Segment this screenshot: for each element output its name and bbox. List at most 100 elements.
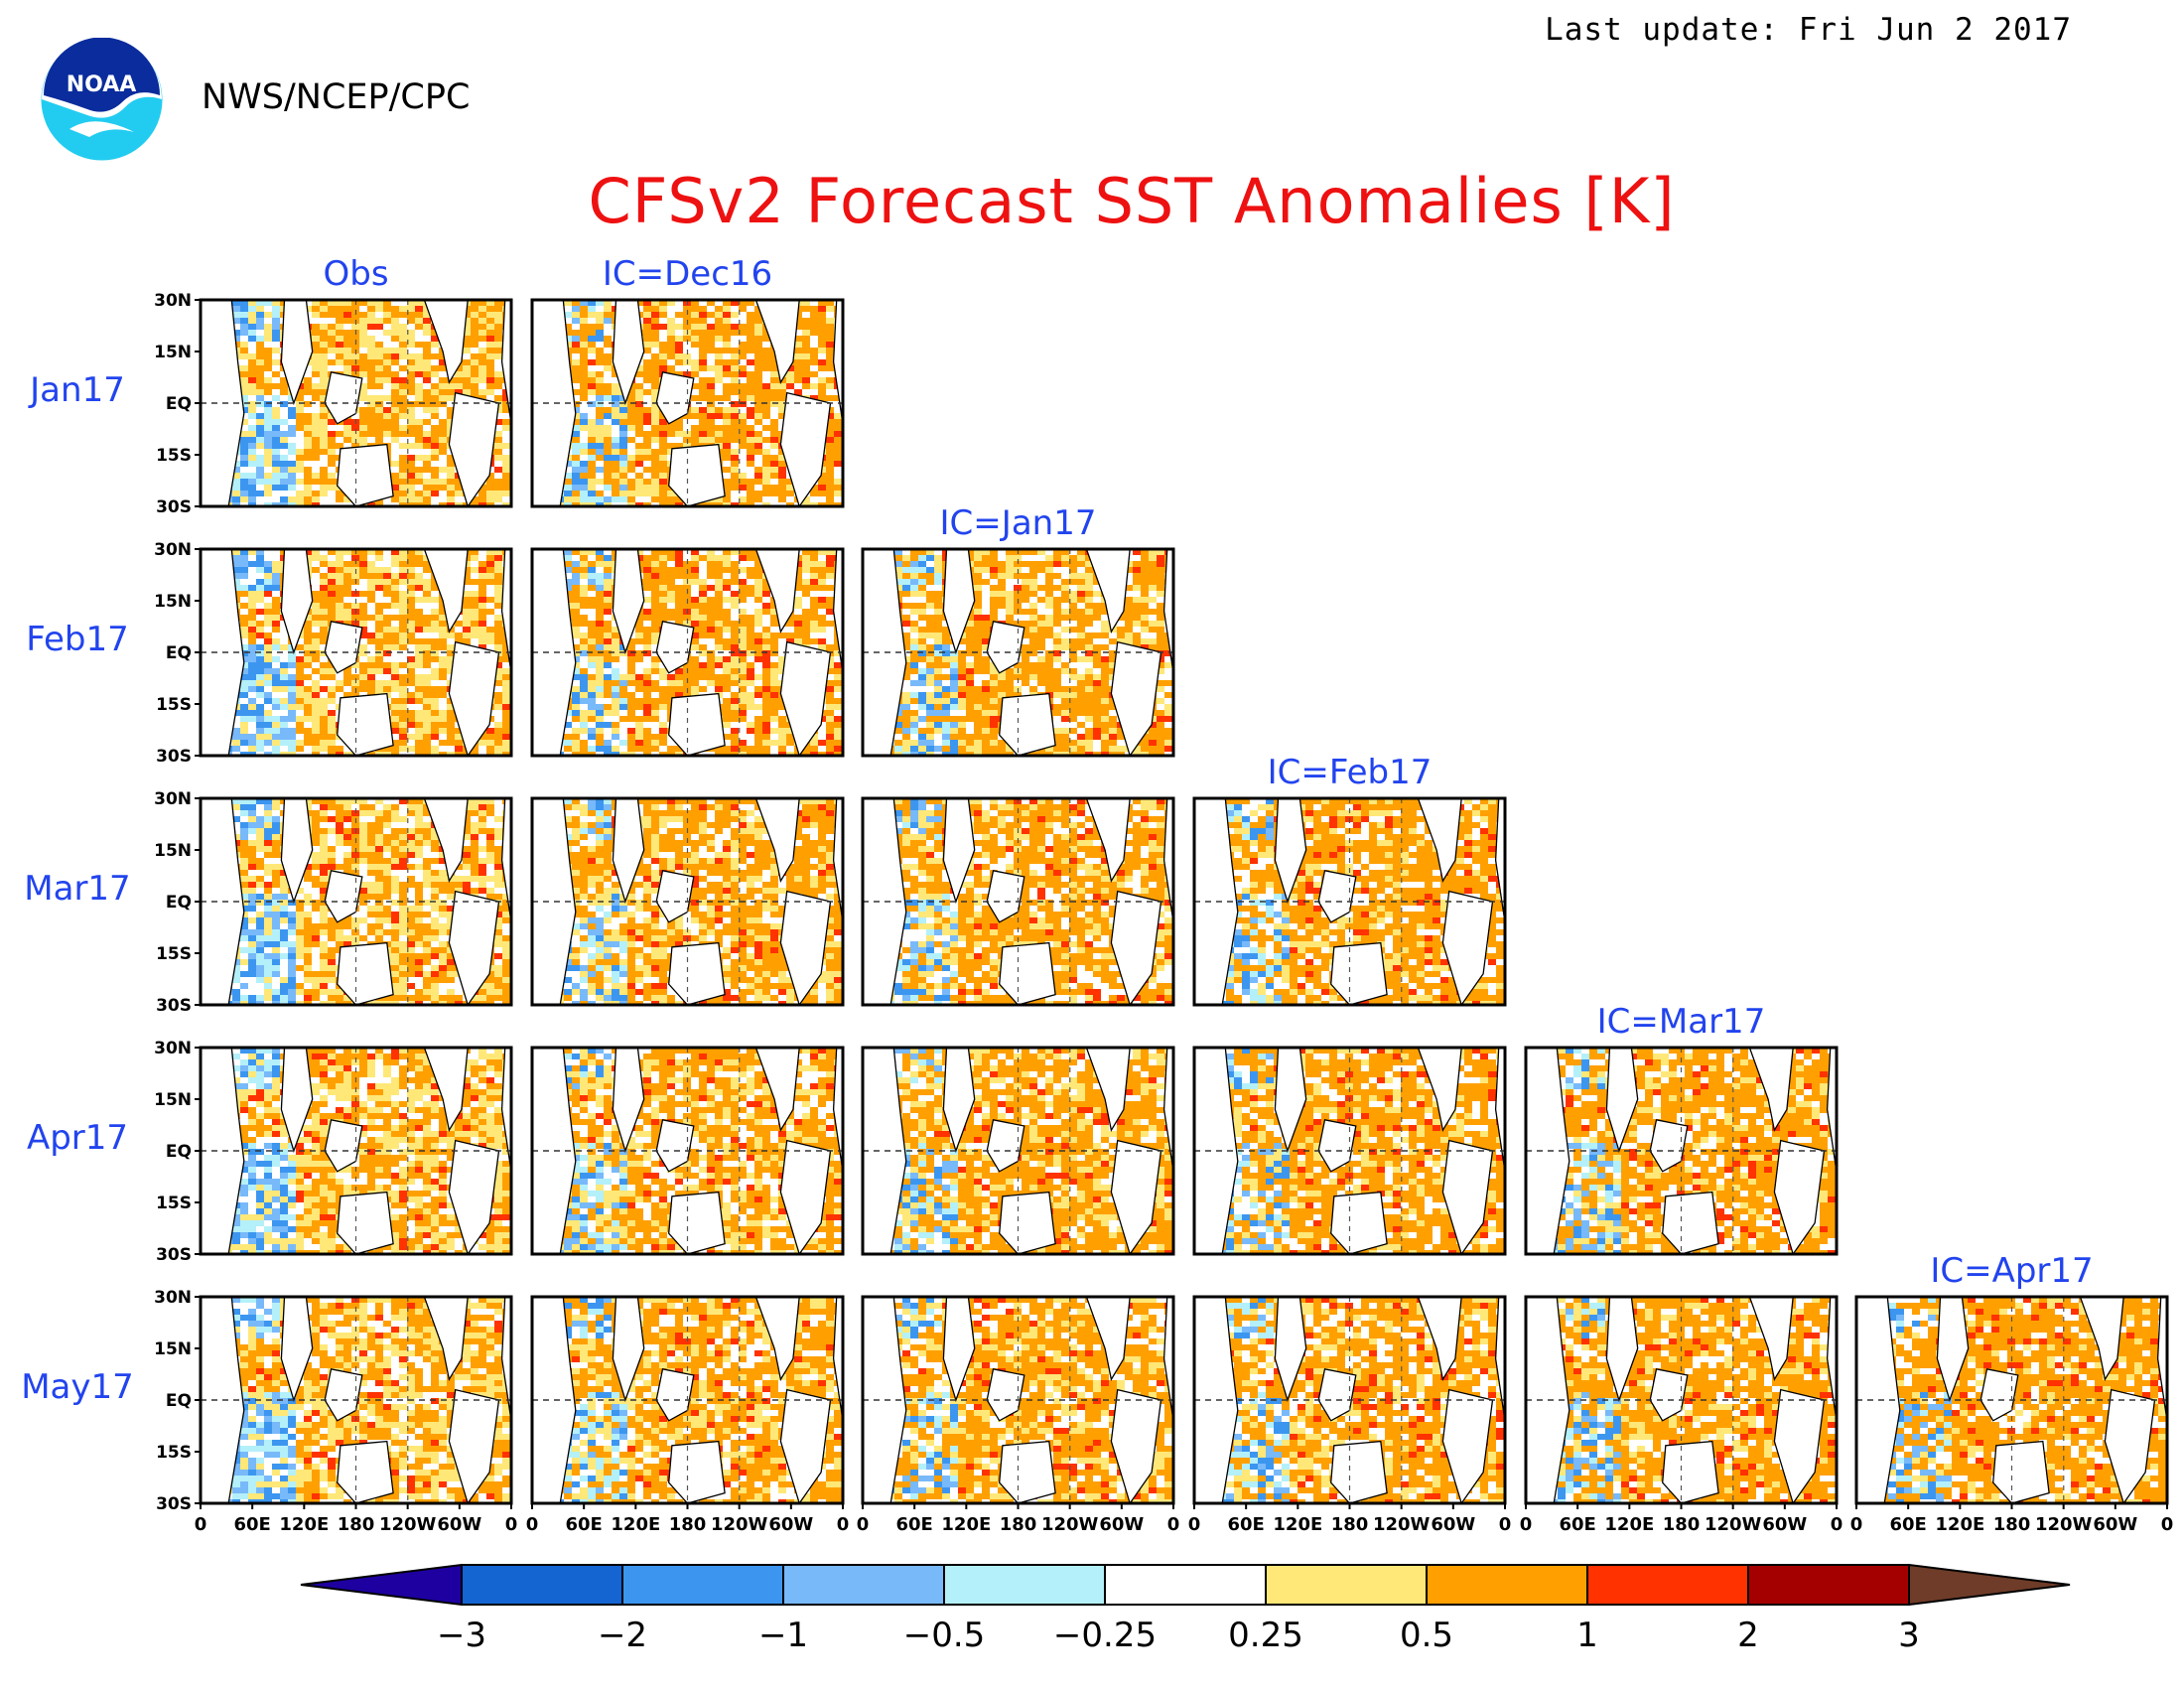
anomaly-cell — [328, 609, 336, 615]
anomaly-cell — [391, 359, 399, 365]
anomaly-cell — [415, 567, 423, 573]
anomaly-cell — [367, 680, 375, 686]
anomaly-cell — [723, 401, 731, 407]
anomaly-cell — [423, 419, 431, 425]
anomaly-cell — [399, 668, 407, 674]
anomaly-cell — [580, 591, 588, 597]
anomaly-cell — [415, 549, 423, 555]
anomaly-cell — [564, 561, 572, 567]
anomaly-cell — [304, 485, 312, 491]
anomaly-cell — [391, 443, 399, 449]
anomaly-cell — [826, 485, 834, 491]
anomaly-cell — [439, 365, 447, 371]
anomaly-cell — [604, 443, 612, 449]
anomaly-cell — [272, 449, 280, 455]
anomaly-cell — [375, 573, 383, 579]
anomaly-cell — [423, 591, 431, 597]
anomaly-cell — [659, 353, 667, 359]
anomaly-cell — [399, 353, 407, 359]
anomaly-cell — [391, 740, 399, 746]
anomaly-cell — [580, 359, 588, 365]
anomaly-cell — [731, 371, 739, 377]
anomaly-cell — [407, 686, 415, 692]
anomaly-cell — [494, 615, 502, 621]
anomaly-cell — [391, 710, 399, 716]
anomaly-cell — [359, 413, 367, 419]
anomaly-cell — [288, 722, 296, 728]
anomaly-cell — [415, 585, 423, 591]
anomaly-cell — [810, 615, 818, 621]
anomaly-cell — [659, 597, 667, 603]
anomaly-cell — [367, 603, 375, 609]
anomaly-cell — [391, 579, 399, 585]
anomaly-cell — [739, 615, 747, 621]
anomaly-cell — [336, 597, 343, 603]
anomaly-cell — [826, 353, 834, 359]
anomaly-cell — [280, 479, 288, 485]
anomaly-cell — [675, 561, 683, 567]
anomaly-cell — [320, 401, 328, 407]
anomaly-cell — [786, 365, 794, 371]
anomaly-cell — [651, 502, 659, 506]
anomaly-cell — [580, 348, 588, 353]
anomaly-cell — [818, 371, 826, 377]
anomaly-cell — [580, 353, 588, 359]
anomaly-cell — [596, 467, 604, 473]
anomaly-cell — [240, 443, 248, 449]
anomaly-cell — [375, 686, 383, 692]
anomaly-cell — [383, 555, 391, 561]
anomaly-cell — [486, 389, 494, 395]
anomaly-cell — [248, 348, 256, 353]
anomaly-cell — [471, 330, 478, 336]
anomaly-cell — [264, 425, 272, 431]
anomaly-cell — [304, 638, 312, 644]
anomaly-cell — [288, 496, 296, 502]
anomaly-cell — [502, 746, 510, 752]
anomaly-cell — [399, 496, 407, 502]
anomaly-cell — [320, 348, 328, 353]
anomaly-cell — [431, 443, 439, 449]
anomaly-cell — [612, 502, 619, 506]
anomaly-cell — [786, 383, 794, 389]
anomaly-cell — [604, 561, 612, 567]
anomaly-cell — [343, 336, 351, 342]
anomaly-cell — [502, 650, 510, 656]
anomaly-cell — [272, 680, 280, 686]
anomaly-cell — [391, 473, 399, 479]
anomaly-cell — [471, 555, 478, 561]
anomaly-cell — [407, 638, 415, 644]
anomaly-cell — [754, 502, 762, 506]
anomaly-cell — [272, 573, 280, 579]
anomaly-cell — [612, 437, 619, 443]
anomaly-cell — [248, 479, 256, 485]
anomaly-cell — [707, 603, 715, 609]
anomaly-cell — [359, 656, 367, 662]
anomaly-cell — [834, 407, 842, 413]
anomaly-cell — [423, 567, 431, 573]
anomaly-cell — [588, 449, 596, 455]
anomaly-cell — [256, 579, 264, 585]
anomaly-cell — [399, 342, 407, 348]
anomaly-cell — [431, 348, 439, 353]
anomaly-cell — [826, 549, 834, 555]
anomaly-cell — [256, 638, 264, 644]
anomaly-cell — [240, 549, 248, 555]
anomaly-cell — [336, 549, 343, 555]
anomaly-cell — [699, 330, 707, 336]
anomaly-cell — [328, 467, 336, 473]
anomaly-cell — [596, 561, 604, 567]
anomaly-cell — [399, 419, 407, 425]
anomaly-cell — [739, 306, 747, 312]
anomaly-cell — [786, 479, 794, 485]
anomaly-cell — [691, 638, 699, 644]
anomaly-cell — [415, 348, 423, 353]
anomaly-cell — [264, 461, 272, 467]
anomaly-cell — [770, 496, 778, 502]
anomaly-cell — [604, 342, 612, 348]
anomaly-cell — [367, 650, 375, 656]
anomaly-cell — [707, 650, 715, 656]
anomaly-cell — [264, 348, 272, 353]
anomaly-cell — [494, 746, 502, 752]
anomaly-cell — [588, 312, 596, 318]
anomaly-cell — [415, 597, 423, 603]
